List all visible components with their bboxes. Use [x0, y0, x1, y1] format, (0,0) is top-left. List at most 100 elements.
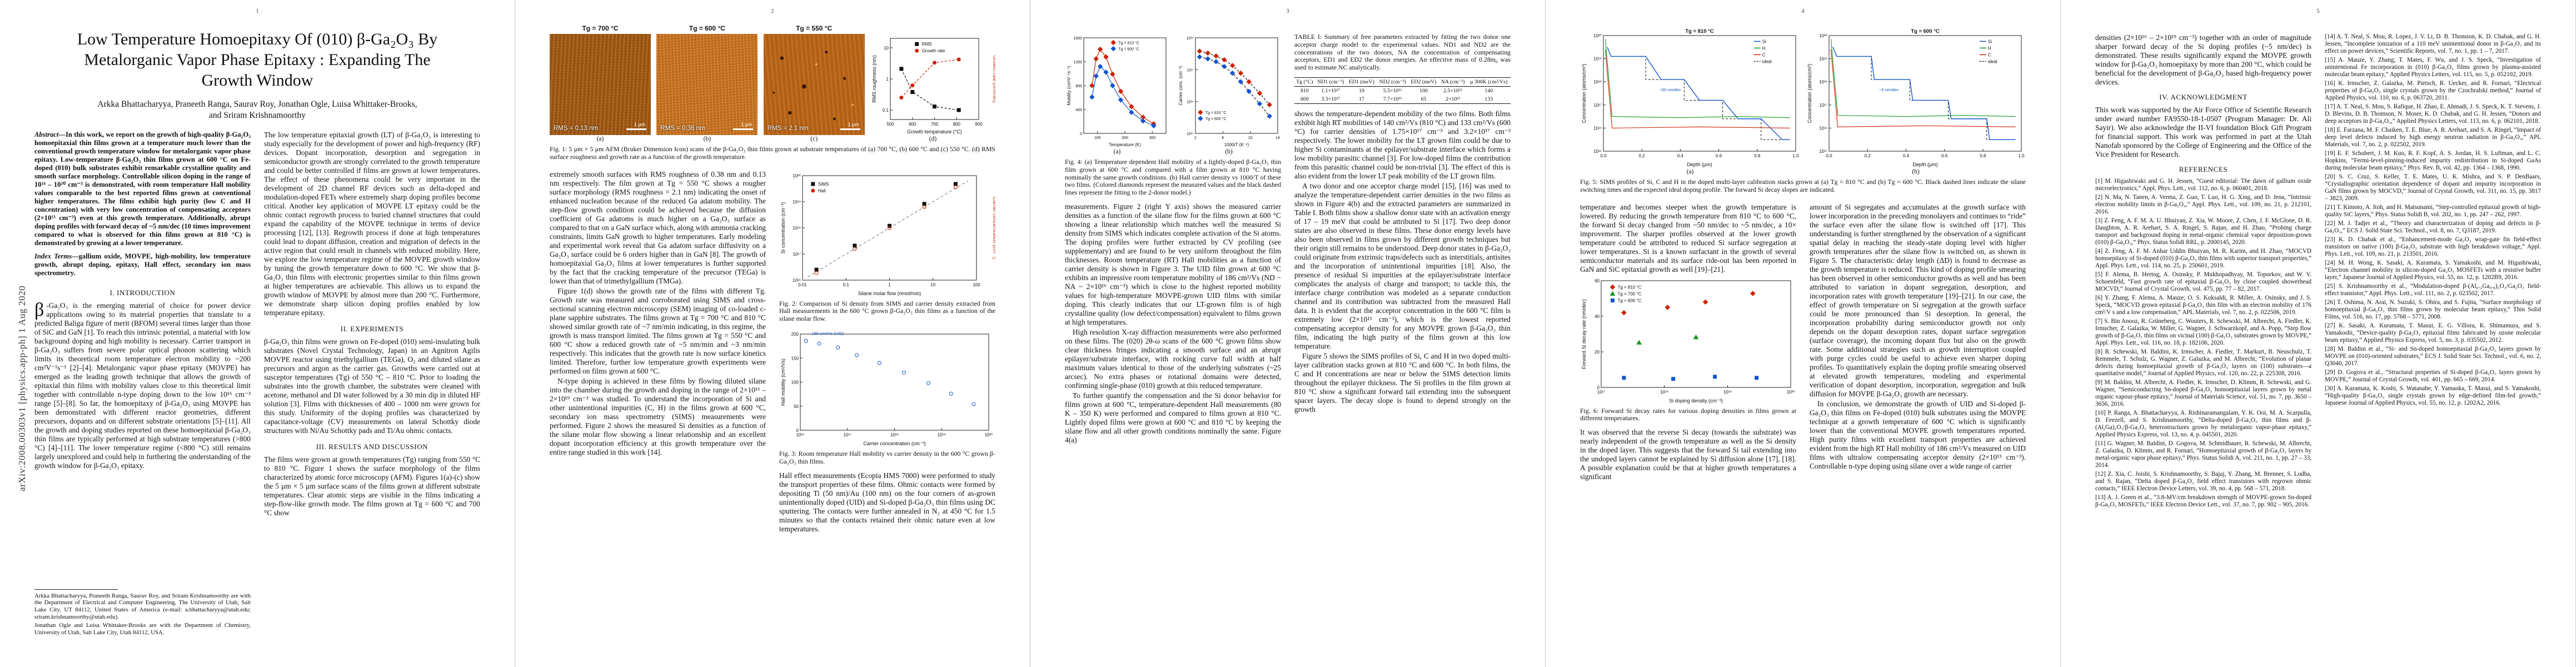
footnote-rule — [34, 589, 118, 590]
svg-text:10¹⁶: 10¹⁶ — [1819, 126, 1827, 131]
paragraph: β-Ga₂O₃ thin films were grown on Fe-dope… — [264, 337, 480, 435]
svg-text:Si: Si — [1762, 39, 1766, 44]
section-heading-references: REFERENCES — [2179, 165, 2228, 173]
svg-text:10: 10 — [1248, 136, 1253, 140]
page4-col-left: temperature and becomes steeper when the… — [1580, 203, 1796, 483]
svg-text:100: 100 — [791, 380, 799, 385]
scale-bar-label: 1 μm — [848, 122, 859, 127]
fig5b-chart: 0.0 0.2 0.4 0.6 0.8 1.0 10¹⁵ 10¹⁶ 10¹⁷ 10¹⁸ 10¹⁹ 10… — [1806, 24, 2026, 168]
reference: [17] A. T. Neal, S. Mou, S. Rafique, H. … — [2325, 103, 2541, 125]
fig1-panel-d: 500 600 700 800 900 0.1 1 10 Growth temperature … — [870, 32, 995, 142]
reference: [19] E. F. Schubert, J. M. Kuo, R. F. Ko… — [2325, 150, 2541, 171]
table-cell: 17 — [1346, 94, 1377, 104]
table1-caption: TABLE I: Summary of free parameters extr… — [1294, 33, 1511, 72]
svg-text:10¹⁶: 10¹⁶ — [796, 432, 805, 437]
svg-text:10¹⁹: 10¹⁹ — [1723, 390, 1732, 395]
svg-text:10¹⁹: 10¹⁹ — [1593, 57, 1602, 62]
scale-bar — [733, 128, 754, 130]
reference: [10] P. Ranga, A. Bhattacharyya, A. Rish… — [2095, 410, 2311, 438]
reference: [4] Z. Feng, A. F. M. Anhar Uddin Bhuiya… — [2095, 248, 2311, 269]
page4-col-right: amount of Si segregates and accumulates … — [1810, 203, 2026, 483]
svg-text:100: 100 — [1094, 136, 1101, 140]
svg-text:50: 50 — [794, 404, 799, 409]
reference: [14] A. T. Neal, S. Mou, R. Lopez, J. V.… — [2325, 33, 2541, 54]
svg-text:RMS: RMS — [922, 42, 932, 47]
svg-text:Tg = 810 °C: Tg = 810 °C — [1685, 28, 1714, 34]
svg-text:SIMS: SIMS — [818, 182, 829, 187]
table-cell: 810 — [1301, 87, 1309, 94]
svg-text:10¹⁵: 10¹⁵ — [1819, 149, 1827, 154]
svg-text:0.01: 0.01 — [798, 282, 807, 287]
svg-text:C: C — [1988, 52, 1991, 57]
svg-text:0.2: 0.2 — [1639, 153, 1646, 158]
table-header-cell: NA (cm⁻³) — [1438, 77, 1467, 87]
svg-text:RMS roughness (nm): RMS roughness (nm) — [871, 55, 877, 103]
reference: [22] M. J. Tadjer et al., “Theory and ch… — [2325, 220, 2541, 234]
svg-text:60: 60 — [1595, 278, 1600, 283]
footnote-affiliation-1: Arkka Bhattacharyya, Praneeth Ranga, Sau… — [34, 592, 251, 620]
svg-text:~50 nm/dec: ~50 nm/dec — [1659, 87, 1681, 92]
svg-text:6: 6 — [1222, 136, 1224, 140]
panel-letter: (b) — [703, 136, 711, 142]
reference: [21] T. Kimoto, A. Itoh, and H. Matsunam… — [2325, 204, 2541, 218]
svg-text:10¹⁶: 10¹⁶ — [793, 278, 801, 283]
page5-col-right: [14] A. T. Neal, S. Mou, R. Lopez, J. V.… — [2325, 33, 2541, 510]
svg-text:Concentration (atoms/cm³): Concentration (atoms/cm³) — [1807, 64, 1812, 123]
svg-text:10¹⁵: 10¹⁵ — [1593, 149, 1602, 154]
svg-text:Tg = 600 °C: Tg = 600 °C — [1911, 28, 1940, 34]
svg-text:Si doping density (cm⁻³): Si doping density (cm⁻³) — [1669, 398, 1723, 404]
svg-text:10¹⁶: 10¹⁶ — [1187, 101, 1194, 104]
svg-text:Tg = 810 °C: Tg = 810 °C — [1118, 41, 1139, 46]
page-1: 1 Low Temperature Homoepitaxy Of (010) β… — [0, 0, 515, 667]
afm-image-700c: RMS = 0.13 nm 1 μm — [550, 34, 651, 135]
svg-text:14: 14 — [1275, 136, 1280, 140]
panel-letter: (d) — [929, 136, 937, 142]
svg-text:0: 0 — [1597, 385, 1600, 390]
svg-text:800: 800 — [953, 122, 961, 127]
fig1-caption: Fig. 1: 5 μm × 5 μm AFM (Bruker Dimensio… — [550, 145, 995, 161]
page-number: 2 — [771, 8, 774, 14]
svg-text:1.0: 1.0 — [2018, 153, 2025, 158]
paragraph: The films were grown at growth temperatu… — [264, 455, 480, 517]
page2-columns: extremely smooth surfaces with RMS rough… — [550, 170, 995, 535]
fig6-caption: Fig. 6: Forward Si decay rates for vario… — [1580, 406, 1796, 422]
reference: [20] S. C. Cruz, S. Keller, T. E. Mates,… — [2325, 173, 2541, 202]
svg-text:10¹⁸: 10¹⁸ — [1660, 390, 1668, 395]
table-header-cell: ED1 (meV) — [1346, 77, 1377, 87]
authors-line-1: Arkka Bhattacharyya, Praneeth Ranga, Sau… — [97, 99, 417, 109]
page-4: 4 0.0 0.2 0.4 0.6 0.8 1.0 10¹⁵ 10¹⁶ 10¹⁷ 10¹⁸ 10¹⁹… — [1546, 0, 2061, 667]
drop-cap: β — [34, 300, 44, 321]
svg-text:10¹⁷: 10¹⁷ — [793, 252, 801, 257]
svg-text:10¹⁷: 10¹⁷ — [1820, 103, 1828, 108]
svg-text:Depth (μm): Depth (μm) — [1912, 162, 1937, 167]
index-terms: Index Terms—gallium oxide, MOVPE, high-m… — [34, 252, 251, 277]
svg-text:10: 10 — [884, 46, 889, 51]
index-terms-label: Index Terms— — [34, 252, 79, 261]
svg-text:10²⁰: 10²⁰ — [793, 173, 801, 178]
fig5a-chart: 0.0 0.2 0.4 0.6 0.8 1.0 10¹⁵ 10¹⁶ 10¹⁷ 10¹⁸ 10¹⁹ 10… — [1580, 24, 1800, 168]
reference: [24] M. H. Wong, K. Sasaki, A. Kuramata,… — [2325, 260, 2541, 281]
svg-text:Tg = 600 °C: Tg = 600 °C — [1205, 117, 1227, 121]
page3-col-right: TABLE I: Summary of free parameters extr… — [1294, 33, 1511, 446]
reference: [23] K. D. Chabak et al., “Enhancement-m… — [2325, 236, 2541, 257]
svg-text:Tg = 700 °C: Tg = 700 °C — [1617, 291, 1641, 296]
svg-text:700: 700 — [931, 122, 939, 127]
svg-text:H: H — [1988, 46, 1991, 51]
svg-text:0.6: 0.6 — [1716, 153, 1722, 158]
fig4-panel-a: 100 200 300 0 400 800 1200 1600 Temperature (K) M… — [1065, 33, 1169, 155]
svg-text:10¹⁷: 10¹⁷ — [1594, 103, 1602, 108]
page-number: 3 — [1286, 8, 1289, 14]
paragraph: extremely smooth surfaces with RMS rough… — [550, 170, 766, 285]
paragraph: β -Ga₂O₃ is the emerging material of choi… — [34, 301, 251, 470]
svg-text:Mobility (cm²V⁻¹s⁻¹): Mobility (cm²V⁻¹s⁻¹) — [1067, 66, 1072, 105]
svg-text:300: 300 — [1149, 136, 1155, 140]
rms-value: RMS = 2.1 nm — [767, 125, 809, 132]
rms-value: RMS = 0.38 nm — [660, 125, 705, 132]
arxiv-watermark: arXiv:2008.00303v1 [physics.app-ph] 1 Au… — [17, 285, 27, 491]
page3-col-left: 100 200 300 0 400 800 1200 1600 Temperature (K) M… — [1065, 33, 1281, 446]
svg-text:40: 40 — [1595, 314, 1600, 319]
svg-text:10¹⁹: 10¹⁹ — [938, 432, 946, 437]
paragraph: A two donor and one acceptor charge mode… — [1294, 181, 1511, 350]
intro-text: -Ga₂O₃ is the emerging material of choic… — [34, 301, 251, 470]
fig4a-chart: 100 200 300 0 400 800 1200 1600 Temperature (K) M… — [1065, 33, 1169, 148]
